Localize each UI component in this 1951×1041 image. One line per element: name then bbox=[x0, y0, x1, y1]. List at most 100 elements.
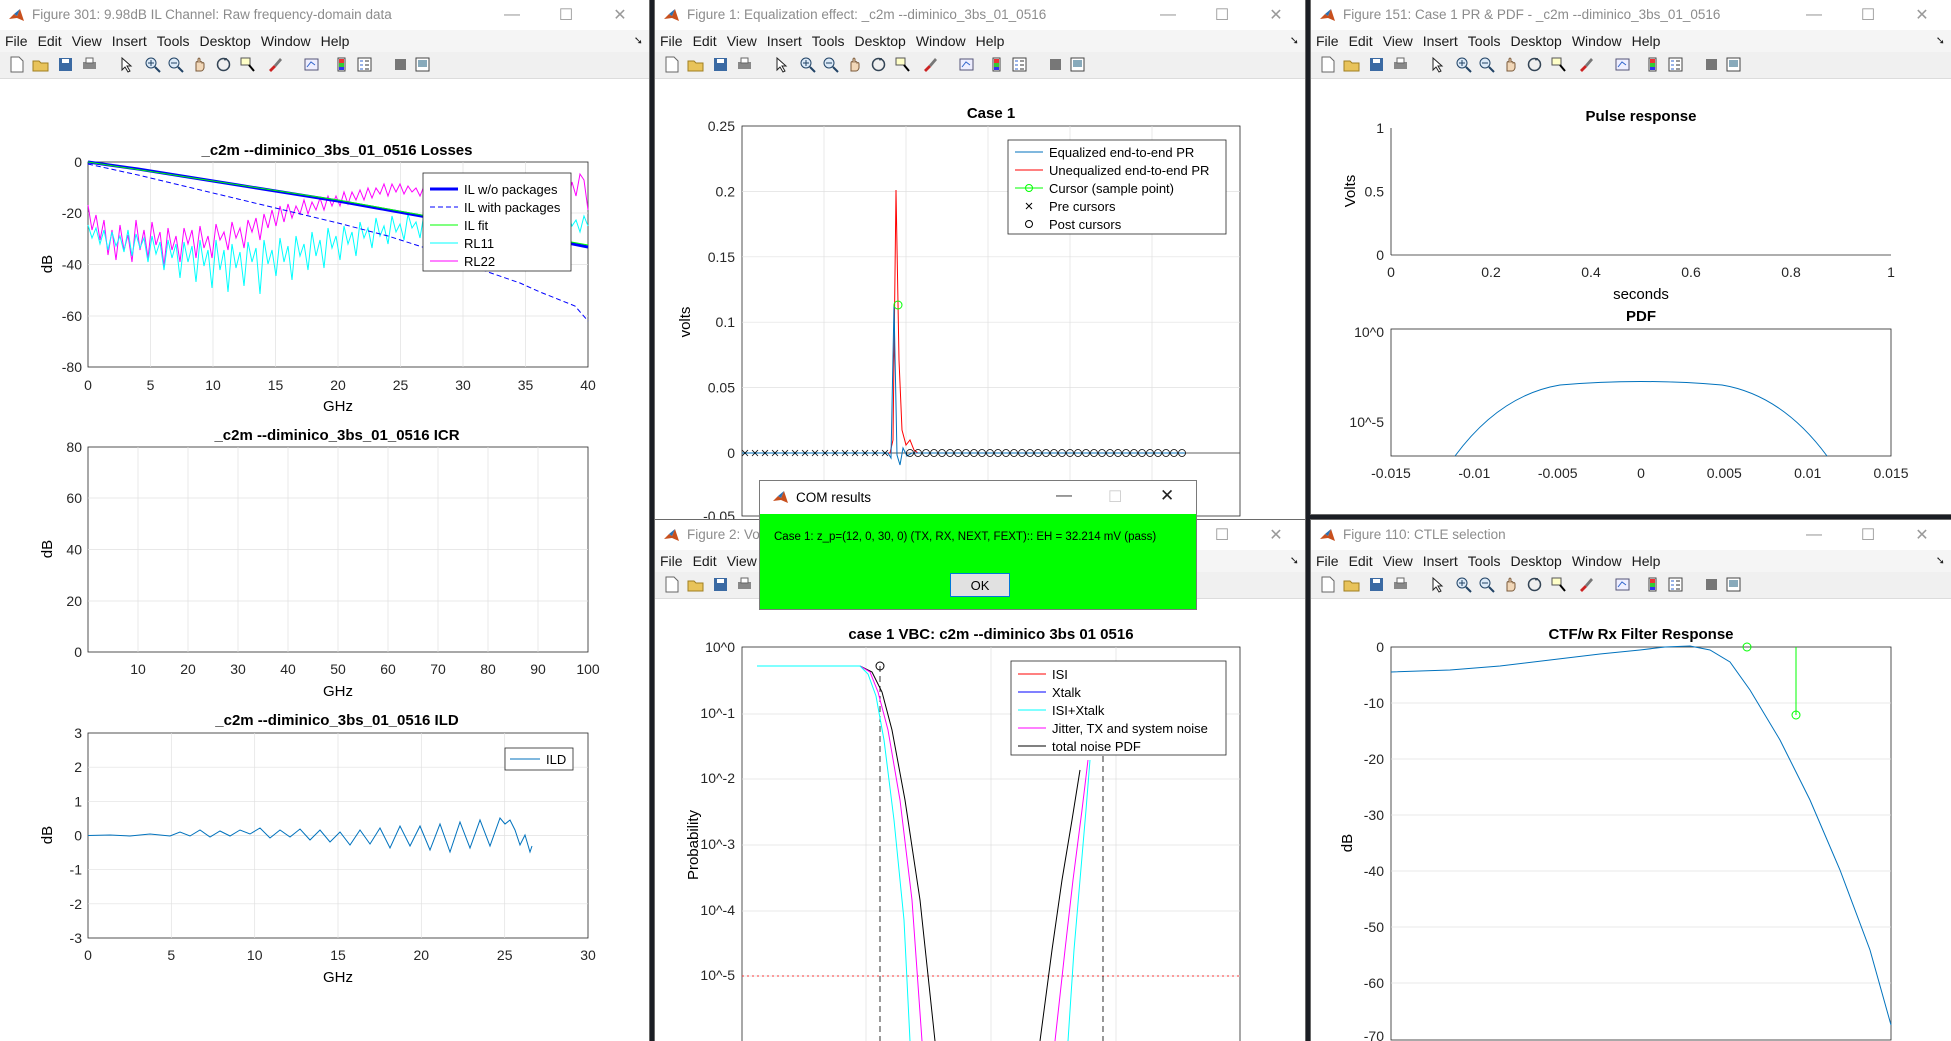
hide-plot-tools-icon[interactable] bbox=[392, 56, 409, 73]
dock-arrow-icon[interactable]: ➘ bbox=[1289, 35, 1299, 47]
dialog-title-bar[interactable]: COM results — ☐ ✕ bbox=[760, 481, 1196, 514]
data-cursor-icon[interactable] bbox=[1550, 576, 1567, 593]
menu-window[interactable]: Window bbox=[1571, 553, 1622, 569]
print-icon[interactable] bbox=[1392, 576, 1409, 593]
save-icon[interactable] bbox=[57, 56, 74, 73]
save-icon[interactable] bbox=[1368, 56, 1385, 73]
dock-arrow-icon[interactable]: ➘ bbox=[1935, 555, 1945, 567]
maximize-button[interactable]: ☐ bbox=[558, 7, 574, 24]
link-icon[interactable] bbox=[303, 56, 320, 73]
open-file-icon[interactable] bbox=[32, 56, 49, 73]
menu-insert[interactable]: Insert bbox=[1422, 553, 1458, 569]
legend-icon[interactable] bbox=[1011, 56, 1028, 73]
show-plot-tools-icon[interactable] bbox=[1725, 56, 1742, 73]
zoom-in-icon[interactable] bbox=[1455, 56, 1472, 73]
data-cursor-icon[interactable] bbox=[239, 56, 256, 73]
zoom-in-icon[interactable] bbox=[799, 56, 816, 73]
title-bar[interactable]: Figure 151: Case 1 PR & PDF - _c2m --dim… bbox=[1311, 0, 1951, 30]
menu-file[interactable]: File bbox=[1316, 553, 1339, 569]
menu-view[interactable]: View bbox=[1382, 553, 1413, 569]
menu-edit[interactable]: Edit bbox=[692, 553, 717, 569]
menu-desktop[interactable]: Desktop bbox=[1510, 553, 1562, 569]
new-figure-icon[interactable] bbox=[1319, 56, 1336, 73]
colorbar-icon[interactable] bbox=[988, 56, 1005, 73]
menu-insert[interactable]: Insert bbox=[766, 33, 802, 49]
new-figure-icon[interactable] bbox=[663, 576, 680, 593]
zoom-out-icon[interactable] bbox=[822, 56, 839, 73]
menu-edit[interactable]: Edit bbox=[1348, 33, 1373, 49]
brush-icon[interactable] bbox=[266, 56, 283, 73]
colorbar-icon[interactable] bbox=[1644, 576, 1661, 593]
open-file-icon[interactable] bbox=[1343, 576, 1360, 593]
minimize-button[interactable]: — bbox=[1160, 6, 1176, 23]
open-file-icon[interactable] bbox=[687, 576, 704, 593]
rotate-icon[interactable] bbox=[215, 56, 232, 73]
pan-icon[interactable] bbox=[846, 56, 863, 73]
menu-tools[interactable]: Tools bbox=[811, 33, 845, 49]
menu-tools[interactable]: Tools bbox=[1467, 553, 1501, 569]
ok-button[interactable]: OK bbox=[950, 573, 1010, 597]
zoom-out-icon[interactable] bbox=[1478, 56, 1495, 73]
print-icon[interactable] bbox=[1392, 56, 1409, 73]
link-icon[interactable] bbox=[1614, 576, 1631, 593]
menu-view[interactable]: View bbox=[726, 33, 757, 49]
print-icon[interactable] bbox=[736, 576, 753, 593]
menu-help[interactable]: Help bbox=[1631, 553, 1661, 569]
show-plot-tools-icon[interactable] bbox=[1725, 576, 1742, 593]
menu-view[interactable]: View bbox=[1382, 33, 1413, 49]
zoom-out-icon[interactable] bbox=[1478, 576, 1495, 593]
maximize-button[interactable]: ☐ bbox=[1860, 527, 1876, 544]
menu-insert[interactable]: Insert bbox=[111, 33, 147, 49]
pan-icon[interactable] bbox=[1502, 576, 1519, 593]
menu-edit[interactable]: Edit bbox=[37, 33, 62, 49]
new-figure-icon[interactable] bbox=[663, 56, 680, 73]
new-figure-icon[interactable] bbox=[8, 56, 25, 73]
hide-plot-tools-icon[interactable] bbox=[1703, 56, 1720, 73]
minimize-button[interactable]: — bbox=[1806, 526, 1822, 543]
zoom-out-icon[interactable] bbox=[167, 56, 184, 73]
save-icon[interactable] bbox=[712, 56, 729, 73]
brush-icon[interactable] bbox=[921, 56, 938, 73]
zoom-in-icon[interactable] bbox=[144, 56, 161, 73]
hide-plot-tools-icon[interactable] bbox=[1047, 56, 1064, 73]
pan-icon[interactable] bbox=[1502, 56, 1519, 73]
menu-insert[interactable]: Insert bbox=[1422, 33, 1458, 49]
edit-plot-icon[interactable] bbox=[1429, 576, 1446, 593]
maximize-button[interactable]: ☐ bbox=[1860, 7, 1876, 24]
colorbar-icon[interactable] bbox=[1644, 56, 1661, 73]
save-icon[interactable] bbox=[712, 576, 729, 593]
dock-arrow-icon[interactable]: ➘ bbox=[1935, 35, 1945, 47]
link-icon[interactable] bbox=[1614, 56, 1631, 73]
close-button[interactable]: ✕ bbox=[1269, 527, 1283, 544]
menu-window[interactable]: Window bbox=[1571, 33, 1622, 49]
print-icon[interactable] bbox=[736, 56, 753, 73]
show-plot-tools-icon[interactable] bbox=[414, 56, 431, 73]
print-icon[interactable] bbox=[81, 56, 98, 73]
menu-tools[interactable]: Tools bbox=[156, 33, 190, 49]
legend-icon[interactable] bbox=[1667, 576, 1684, 593]
new-figure-icon[interactable] bbox=[1319, 576, 1336, 593]
menu-file[interactable]: File bbox=[5, 33, 28, 49]
menu-help[interactable]: Help bbox=[1631, 33, 1661, 49]
maximize-button[interactable]: ☐ bbox=[1214, 7, 1230, 24]
data-cursor-icon[interactable] bbox=[1550, 56, 1567, 73]
close-button[interactable]: ✕ bbox=[1915, 527, 1929, 544]
title-bar[interactable]: Figure 301: 9.98dB IL Channel: Raw frequ… bbox=[0, 0, 649, 30]
minimize-button[interactable]: — bbox=[1056, 487, 1072, 504]
save-icon[interactable] bbox=[1368, 576, 1385, 593]
edit-plot-icon[interactable] bbox=[773, 56, 790, 73]
edit-plot-icon[interactable] bbox=[118, 56, 135, 73]
close-button[interactable]: ✕ bbox=[613, 7, 627, 24]
zoom-in-icon[interactable] bbox=[1455, 576, 1472, 593]
close-button[interactable]: ✕ bbox=[1915, 7, 1929, 24]
hide-plot-tools-icon[interactable] bbox=[1703, 576, 1720, 593]
menu-desktop[interactable]: Desktop bbox=[1510, 33, 1562, 49]
menu-window[interactable]: Window bbox=[260, 33, 311, 49]
edit-plot-icon[interactable] bbox=[1429, 56, 1446, 73]
minimize-button[interactable]: — bbox=[1806, 6, 1822, 23]
menu-file[interactable]: File bbox=[660, 33, 683, 49]
menu-view[interactable]: View bbox=[726, 553, 757, 569]
menu-edit[interactable]: Edit bbox=[1348, 553, 1373, 569]
title-bar[interactable]: Figure 1: Equalization effect: _c2m --di… bbox=[655, 0, 1305, 30]
title-bar[interactable]: Figure 110: CTLE selection — ☐ ✕ bbox=[1311, 520, 1951, 550]
